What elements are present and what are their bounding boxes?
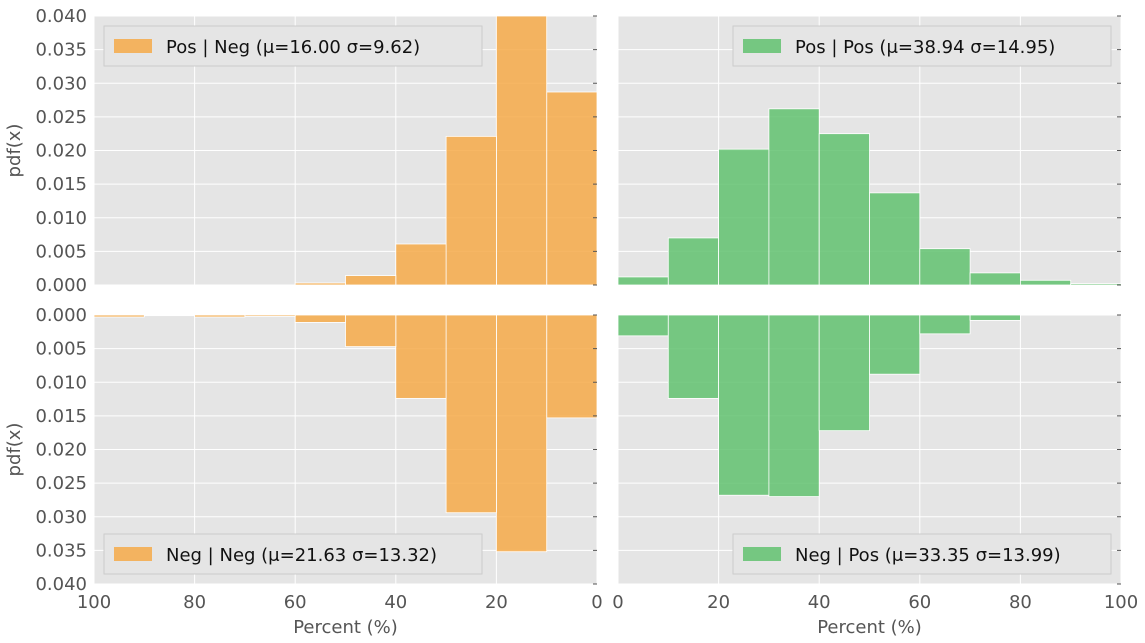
histogram-bar bbox=[395, 314, 447, 399]
histogram-bar bbox=[969, 314, 1021, 321]
y-axis-label: pdf(x) bbox=[4, 423, 25, 477]
y-tick-label: 0.000 bbox=[35, 275, 87, 296]
legend-swatch bbox=[743, 547, 781, 561]
panel-neg-neg: 0.000 0.005 0.010 0.015 0.020 0.025 0.030 0.035… bbox=[4, 305, 603, 638]
bars bbox=[93, 314, 598, 553]
legend-swatch bbox=[114, 547, 152, 561]
legend-box bbox=[103, 25, 483, 67]
histogram-bar bbox=[294, 314, 346, 323]
histogram-bar bbox=[667, 314, 719, 399]
histogram-bar bbox=[546, 91, 598, 286]
x-tick-label: 40 bbox=[808, 592, 831, 613]
histogram-bar bbox=[667, 237, 719, 286]
panel-neg-pos: 0 20 40 60 80 100 Percent (%) Neg | Pos (μ=33.3… bbox=[612, 314, 1138, 638]
y-axis-label: pdf(x) bbox=[4, 124, 25, 178]
bars bbox=[617, 314, 1021, 497]
histogram-bar bbox=[244, 314, 296, 317]
y-tick-label: 0.040 bbox=[35, 574, 87, 595]
x-tick-label: 60 bbox=[908, 592, 931, 613]
histogram-bar bbox=[93, 314, 145, 318]
histogram-bar bbox=[818, 314, 870, 432]
x-tick-label: 80 bbox=[1009, 592, 1032, 613]
y-tick-label: 0.035 bbox=[35, 540, 87, 561]
histogram-bar bbox=[445, 314, 497, 514]
y-tick-label: 0.010 bbox=[35, 208, 87, 229]
legend-box bbox=[103, 533, 483, 575]
legend-label: Neg | Neg (μ=21.63 σ=13.32) bbox=[166, 545, 437, 566]
histogram-bar bbox=[768, 314, 820, 497]
histogram-bar bbox=[345, 275, 397, 286]
histogram-bar bbox=[869, 192, 921, 286]
y-tick-label: 0.030 bbox=[35, 73, 87, 94]
bars bbox=[294, 15, 598, 286]
y-tick-label: 0.005 bbox=[35, 241, 87, 262]
histogram-bar bbox=[969, 272, 1021, 286]
histogram-bar bbox=[143, 314, 196, 317]
y-tick-label: 0.010 bbox=[35, 372, 87, 393]
x-axis-label: Percent (%) bbox=[293, 617, 398, 638]
x-tick-label: 20 bbox=[707, 592, 730, 613]
histogram-bar bbox=[395, 243, 447, 286]
histogram-bar bbox=[718, 314, 770, 496]
y-tick-label: 0.040 bbox=[35, 6, 87, 27]
y-tick-label: 0.005 bbox=[35, 339, 87, 360]
legend-box bbox=[732, 533, 1112, 575]
legend-swatch bbox=[743, 39, 781, 53]
y-tick-label: 0.020 bbox=[35, 141, 87, 162]
histogram-bar bbox=[617, 276, 669, 286]
histogram-bar bbox=[445, 135, 497, 286]
x-tick-label: 20 bbox=[485, 592, 508, 613]
x-tick-label: 100 bbox=[77, 592, 111, 613]
x-tick-label: 60 bbox=[284, 592, 307, 613]
legend: Neg | Neg (μ=21.63 σ=13.32) bbox=[103, 533, 483, 575]
x-tick-label: 100 bbox=[1104, 592, 1138, 613]
legend-swatch bbox=[114, 39, 152, 53]
x-tick-label: 40 bbox=[384, 592, 407, 613]
histogram-bar bbox=[345, 314, 397, 348]
panel-pos-pos: Pos | Pos (μ=38.94 σ=14.95) bbox=[617, 15, 1122, 286]
y-tick-label: 0.035 bbox=[35, 40, 87, 61]
x-tick-label: 0 bbox=[612, 592, 623, 613]
legend-label: Neg | Pos (μ=33.35 σ=13.99) bbox=[795, 545, 1061, 566]
histogram-bar bbox=[1020, 279, 1072, 286]
histogram-bar bbox=[546, 314, 598, 419]
histogram-bar bbox=[869, 314, 921, 375]
histogram-bar bbox=[718, 148, 770, 286]
legend-label: Pos | Pos (μ=38.94 σ=14.95) bbox=[795, 37, 1055, 58]
histogram-bar bbox=[818, 133, 870, 286]
x-tick-label: 80 bbox=[183, 592, 206, 613]
y-tick-label: 0.030 bbox=[35, 507, 87, 528]
y-tick-label: 0.025 bbox=[35, 473, 87, 494]
legend: Neg | Pos (μ=33.35 σ=13.99) bbox=[732, 533, 1112, 575]
y-tick-label: 0.025 bbox=[35, 107, 87, 128]
legend-label: Pos | Neg (μ=16.00 σ=9.62) bbox=[166, 37, 420, 58]
histogram-bar bbox=[495, 314, 548, 553]
y-tick-label: 0.000 bbox=[35, 305, 87, 326]
legend-box bbox=[732, 25, 1112, 67]
y-tick-label: 0.015 bbox=[35, 406, 87, 427]
histogram-bar bbox=[768, 108, 820, 286]
legend: Pos | Pos (μ=38.94 σ=14.95) bbox=[732, 25, 1112, 67]
bars bbox=[617, 108, 1122, 286]
legend: Pos | Neg (μ=16.00 σ=9.62) bbox=[103, 25, 483, 67]
panel-pos-neg: 0.000 0.005 0.010 0.015 0.020 0.025 0.030 0.035… bbox=[4, 6, 598, 296]
x-tick-label: 0 bbox=[591, 592, 602, 613]
histogram-bar bbox=[919, 314, 971, 335]
histogram-bar bbox=[919, 248, 971, 286]
histogram-bar bbox=[617, 314, 669, 337]
y-tick-label: 0.015 bbox=[35, 174, 87, 195]
y-tick-label: 0.020 bbox=[35, 440, 87, 461]
x-axis-label: Percent (%) bbox=[817, 617, 922, 638]
histogram-bar bbox=[194, 314, 246, 318]
histogram-bar bbox=[1070, 283, 1122, 286]
histogram-bar bbox=[495, 15, 548, 286]
histogram-bar bbox=[294, 282, 346, 286]
